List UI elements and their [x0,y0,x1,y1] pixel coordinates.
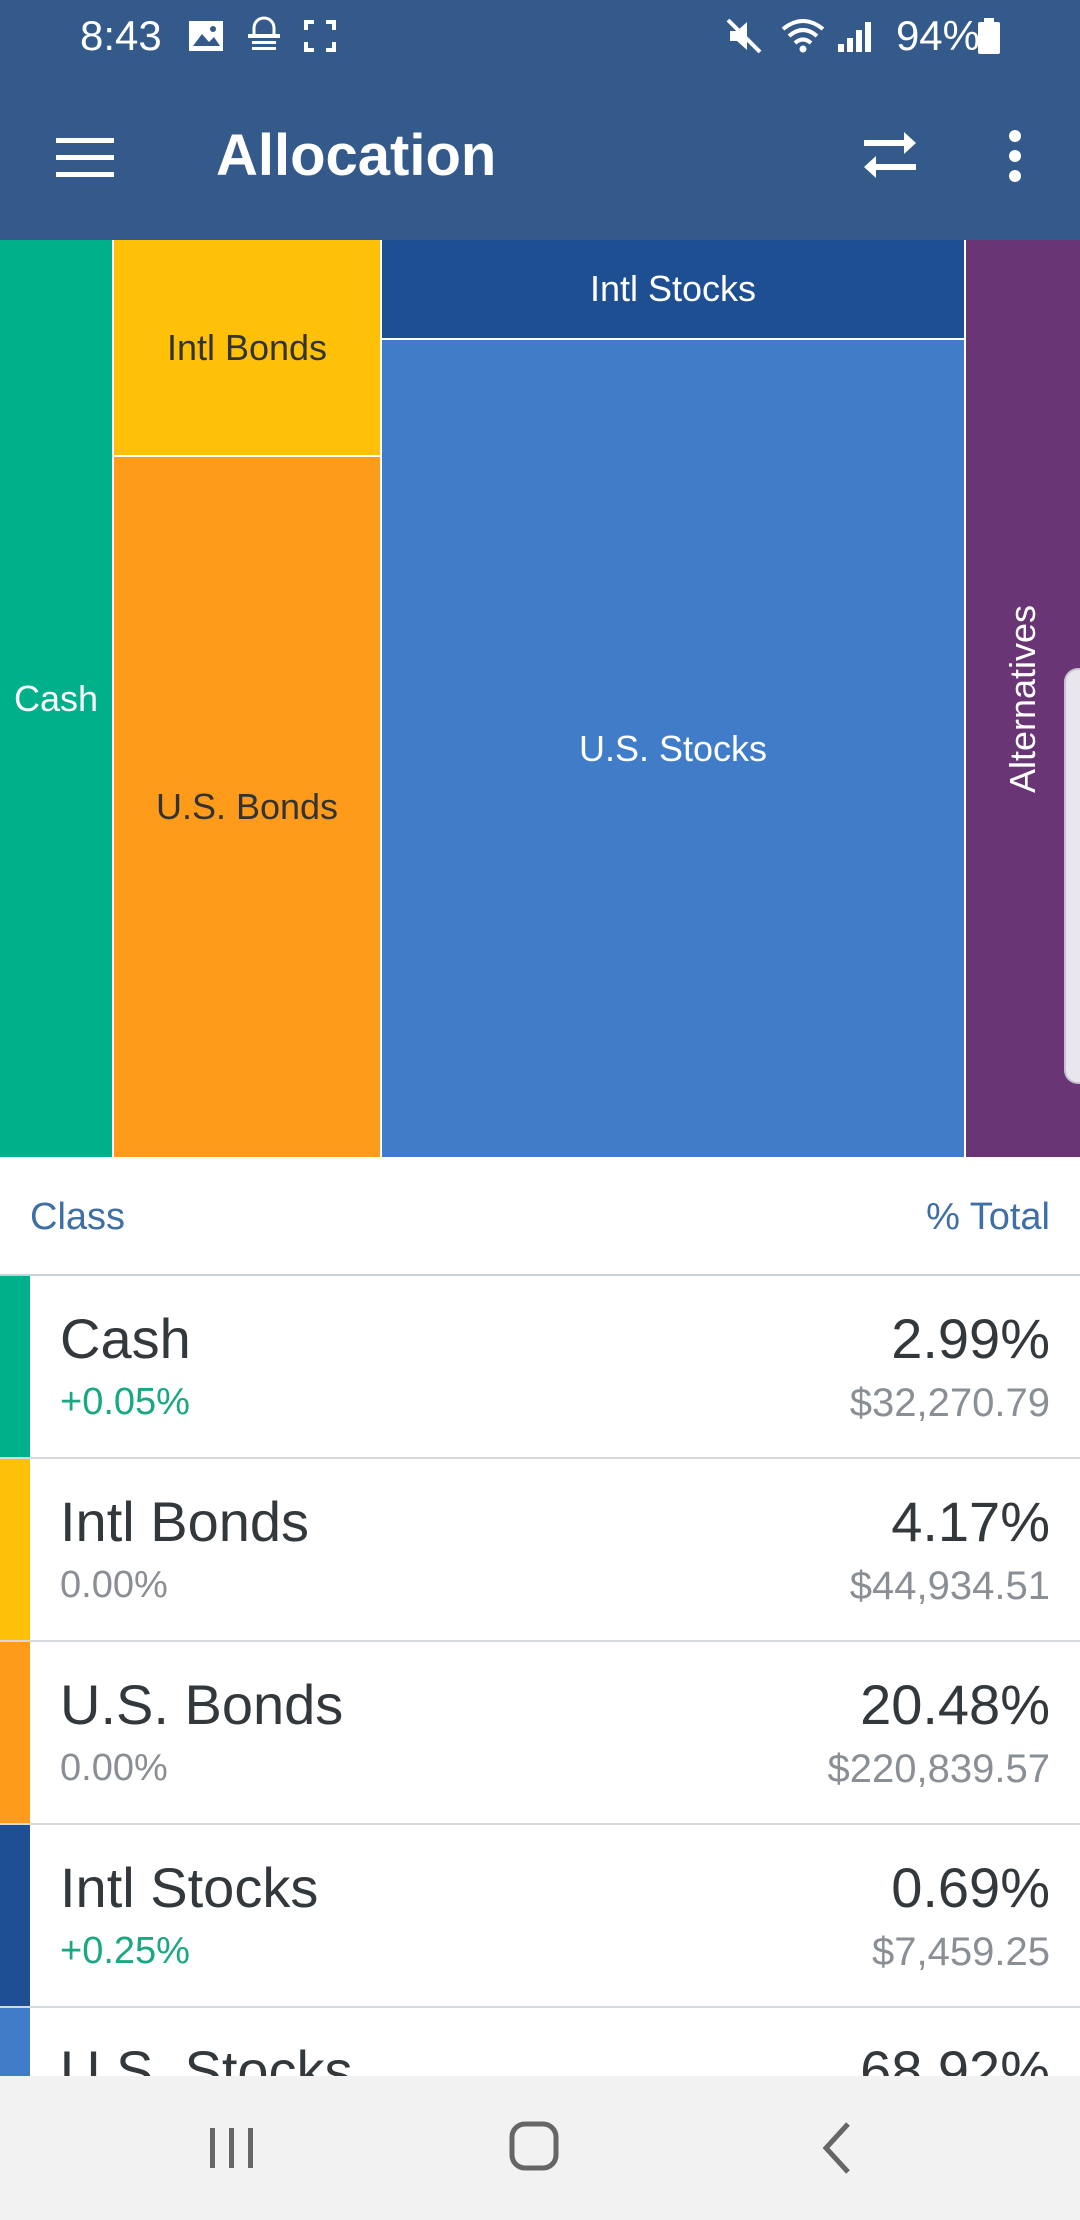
class-amount: $32,270.79 [849,1381,1050,1425]
table-header: Class % Total [0,1158,1080,1276]
signal-icon [838,22,871,52]
class-name: Cash [60,1307,191,1370]
home-icon[interactable] [494,2112,574,2184]
battery-icon [978,18,1000,54]
color-swatch [0,1642,30,1823]
swap-icon[interactable] [858,124,922,188]
class-change: 0.00% [60,1564,168,1606]
wifi-icon [781,19,825,53]
color-swatch [0,2008,30,2076]
list-item[interactable]: Intl Bonds 0.00% 4.17% $44,934.51 [0,1459,1080,1642]
class-percent: 0.69% [891,1856,1050,1919]
class-name: Intl Stocks [60,1856,319,1919]
class-name: Intl Bonds [60,1490,310,1553]
treemap-tile-alternatives[interactable]: Alternatives [966,240,1080,1157]
treemap-tile-us-bonds[interactable]: U.S. Bonds [114,457,380,1157]
column-header-class[interactable]: Class [30,1196,126,1238]
treemap-label-cash: Cash [13,677,99,719]
treemap-tile-us-stocks[interactable]: U.S. Stocks [382,340,964,1157]
class-name: U.S. Stocks [60,2039,353,2076]
treemap-label-us-stocks: U.S. Stocks [578,727,768,769]
class-percent: 20.48% [860,1673,1050,1736]
back-icon[interactable] [800,2112,880,2184]
class-percent: 4.17% [891,1490,1050,1553]
treemap-tile-cash[interactable]: Cash [0,240,112,1157]
list-item[interactable]: Cash +0.05% 2.99% $32,270.79 [0,1276,1080,1459]
more-vert-icon[interactable] [990,124,1040,188]
list-item[interactable]: Intl Stocks +0.25% 0.69% $7,459.25 [0,1825,1080,2008]
class-amount: $7,459.25 [872,1930,1050,1974]
color-swatch [0,1825,30,2006]
menu-icon[interactable] [50,122,120,192]
list-item[interactable]: U.S. Stocks 68.92% [0,2008,1080,2076]
page-title: Allocation [216,123,497,188]
status-time: 8:43 [80,12,162,59]
system-nav-bar [0,2076,1080,2220]
treemap-label-us-bonds: U.S. Bonds [155,786,339,827]
class-change: 0.00% [60,1747,168,1789]
screenshot-icon [304,20,336,52]
mute-icon [726,18,762,54]
treemap-label-alternatives: Alternatives [1002,604,1043,793]
battery-percent: 94% [895,12,980,59]
treemap-label-intl-stocks: Intl Stocks [589,268,757,309]
treemap-tile-intl-bonds[interactable]: Intl Bonds [114,240,380,455]
color-swatch [0,1459,30,1640]
class-change: +0.05% [60,1381,190,1423]
column-header-total[interactable]: % Total [926,1196,1050,1238]
class-amount: $44,934.51 [849,1564,1050,1608]
color-swatch [0,1276,30,1457]
edge-panel-handle[interactable] [1064,668,1080,1084]
treemap-label-intl-bonds: Intl Bonds [166,326,328,368]
treemap-tile-intl-stocks[interactable]: Intl Stocks [382,240,964,338]
class-name: U.S. Bonds [60,1673,344,1736]
class-percent: 68.92% [860,2039,1050,2076]
class-percent: 2.99% [891,1307,1050,1370]
image-icon [189,21,223,51]
recent-apps-icon[interactable] [192,2112,272,2184]
list-item[interactable]: U.S. Bonds 0.00% 20.48% $220,839.57 [0,1642,1080,1825]
class-change: +0.25% [60,1930,190,1972]
status-bar: 8:43 94% [0,0,1080,72]
allocation-list[interactable]: Cash +0.05% 2.99% $32,270.79 Intl Bonds … [0,1276,1080,2076]
vpn-key-icon [248,16,280,50]
allocation-treemap: Cash Intl Bonds U.S. Bonds Intl Stocks U… [0,240,1080,1157]
class-amount: $220,839.57 [827,1747,1050,1791]
app-bar: Allocation [0,72,1080,240]
